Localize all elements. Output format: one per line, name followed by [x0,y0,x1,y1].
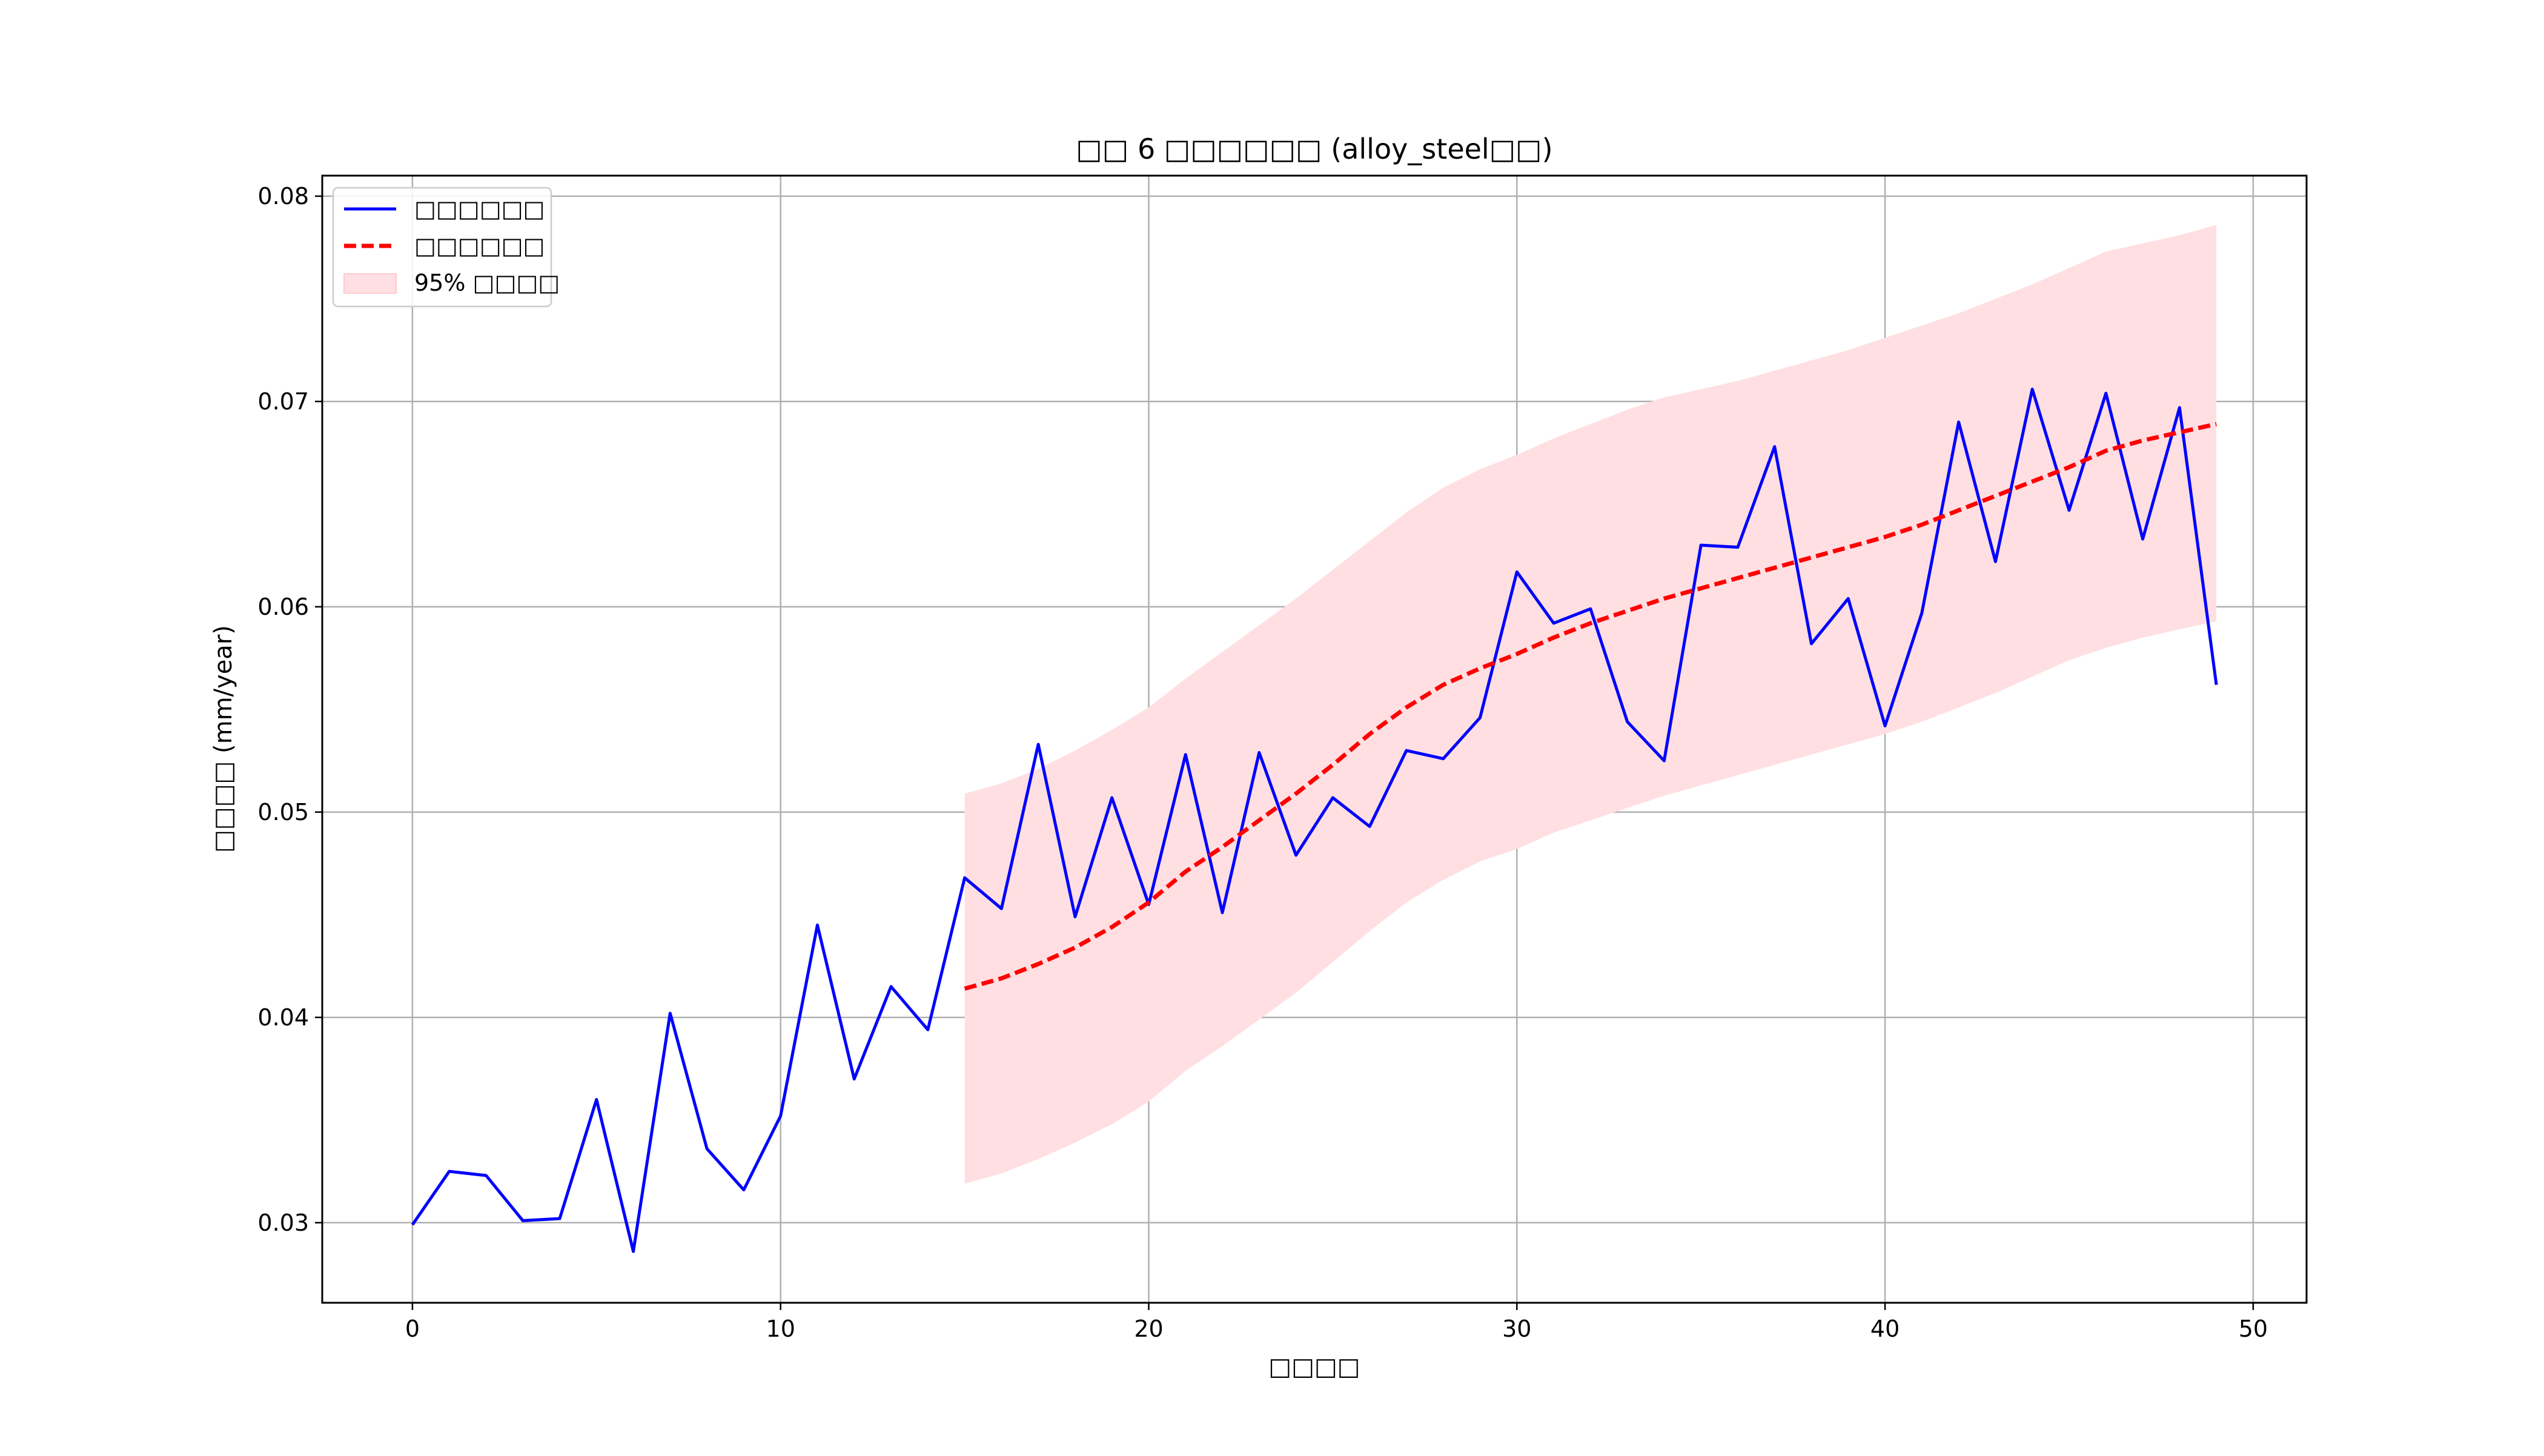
measured-series-line [411,388,2218,1253]
x-tick-label: 20 [1134,1315,1163,1342]
y-tick-label: 0.05 [257,799,309,826]
legend: □□□□□□ □□□□□□ 95% □□□□ [332,187,560,308]
legend-swatch-band [343,273,397,294]
plot-area-frame [321,174,2308,1304]
x-tick-label: 10 [766,1315,795,1342]
y-tick-label: 0.07 [257,388,309,415]
series-layer [411,388,2218,1253]
y-axis-label: □□□□ (mm/year) [210,625,237,853]
legend-label-measured: □□□□□□ [414,196,545,222]
confidence-band-layer [964,225,2217,1184]
confidence-band [964,225,2217,1184]
legend-label-predicted: □□□□□□ [414,233,545,259]
y-tick-label: 0.06 [257,594,309,620]
y-tick-label: 0.04 [257,1004,309,1031]
x-tick-label: 30 [1502,1315,1531,1342]
axis-ticks: 0 10 20 30 40 50 0.03 0.04 0.05 0.06 0.07 0.08 [257,183,2268,1342]
x-tick-label: 0 [405,1315,420,1342]
legend-label-band: 95% □□□□ [414,270,560,296]
y-tick-label: 0.03 [257,1209,309,1236]
chart-title: □□ 6 □□□□□□ (alloy_steel□□) [1076,133,1552,165]
x-axis-label: □□□□ [1268,1353,1360,1381]
predicted-series-line [964,422,2217,991]
y-tick-label: 0.08 [257,183,309,210]
x-tick-label: 50 [2239,1315,2268,1342]
x-tick-label: 40 [1870,1315,1900,1342]
